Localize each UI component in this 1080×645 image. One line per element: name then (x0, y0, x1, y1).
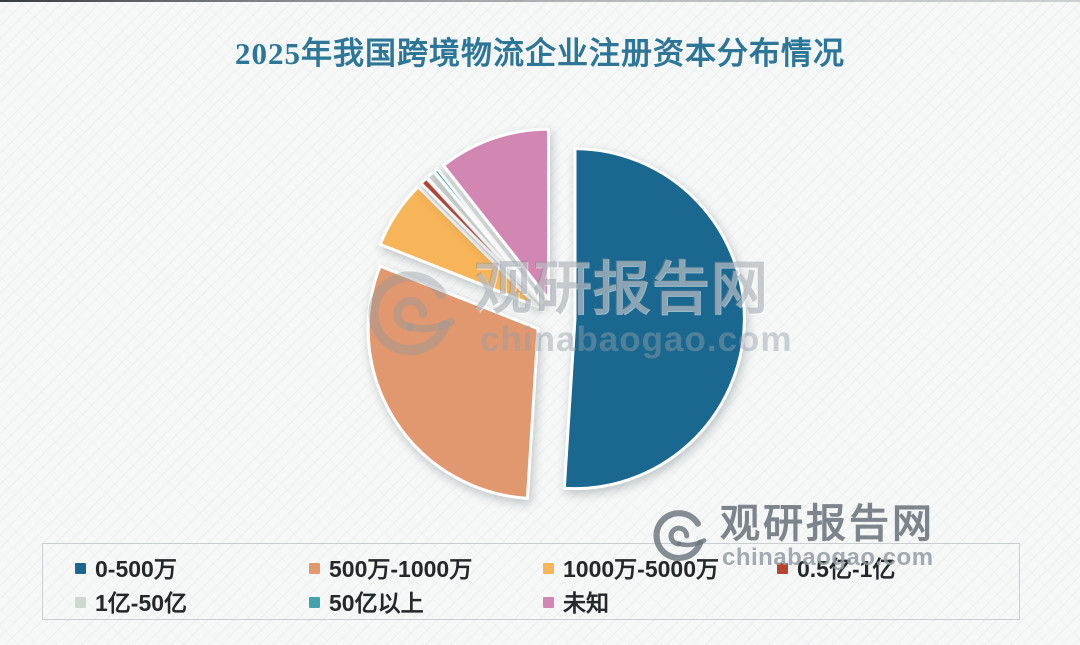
legend-item-1: 0-500万 (75, 550, 309, 584)
pie-slice-6 (432, 167, 544, 304)
legend-swatch (543, 596, 554, 608)
pie-slice-1 (562, 147, 746, 491)
legend-item-7: 未知 (543, 584, 777, 618)
legend-label: 1000万-5000万 (563, 556, 719, 582)
legend-swatch (75, 596, 86, 608)
legend-swatch (309, 562, 320, 574)
legend-swatch (75, 562, 86, 574)
legend-label: 未知 (563, 590, 609, 616)
legend-item-6: 50亿以上 (309, 584, 543, 618)
chart-title: 2025年我国跨境物流企业注册资本分布情况 (235, 36, 845, 71)
legend-label: 1亿-50亿 (95, 590, 188, 616)
legend-swatch (309, 596, 320, 608)
top-edge-artifact (0, 0, 1080, 2)
pie-slice-3 (378, 185, 540, 309)
legend-item-3: 1000万-5000万 (543, 550, 777, 584)
pie-slice-2 (366, 264, 540, 500)
legend-label: 0-500万 (95, 556, 177, 582)
legend-label: 500万-1000万 (329, 556, 473, 582)
legend-label: 50亿以上 (329, 590, 424, 616)
legend-swatch (777, 562, 788, 574)
legend-item-4: 0.5亿-1亿 (777, 550, 1011, 584)
legend: 0-500万 500万-1000万 1000万-5000万 0.5亿-1亿 1亿-50亿… (42, 543, 1020, 620)
legend-label: 0.5亿-1亿 (797, 556, 896, 582)
legend-swatch (543, 562, 554, 574)
legend-item-5: 1亿-50亿 (75, 584, 309, 618)
pie-slice-7 (441, 127, 550, 301)
legend-item-2: 500万-1000万 (309, 550, 543, 584)
